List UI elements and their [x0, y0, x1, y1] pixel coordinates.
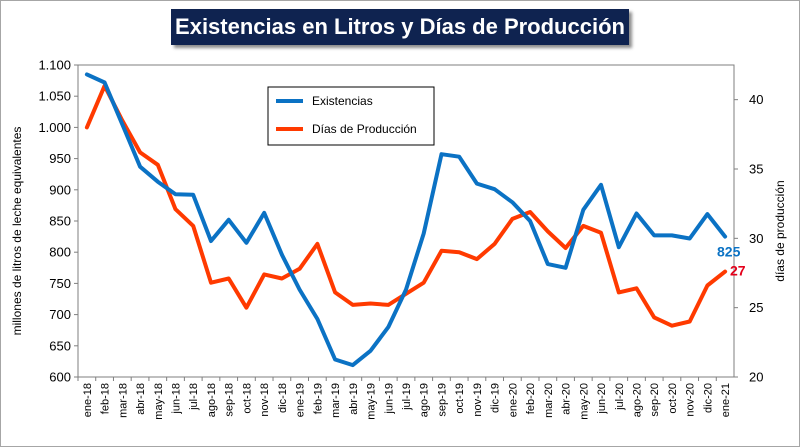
x-tick-label: jun-19: [383, 383, 395, 415]
x-tick-label: feb-20: [525, 383, 537, 414]
y2-tick-label: 25: [749, 300, 763, 315]
x-tick-label: may-19: [366, 383, 378, 420]
x-tick-label: ago-19: [419, 383, 431, 417]
y2-tick-label: 30: [749, 231, 763, 246]
x-tick-label: ene-18: [82, 383, 94, 417]
x-tick-label: dic-18: [277, 383, 289, 413]
x-tick-label: oct-19: [454, 383, 466, 414]
x-tick-label: dic-20: [702, 383, 714, 413]
y-tick-label: 700: [49, 307, 71, 322]
x-tick-label: jul-19: [401, 383, 413, 411]
x-tick-label: dic-19: [490, 383, 502, 413]
x-tick-label: mar-18: [117, 383, 129, 418]
y-tick-label: 800: [49, 245, 71, 260]
x-tick-label: abr-19: [348, 383, 360, 415]
x-tick-label: ago-18: [206, 383, 218, 417]
x-tick-label: jun-20: [596, 383, 608, 415]
series-line-existencias: [84, 72, 728, 368]
y-axis-label: millones de litros de leche equivalentes: [10, 127, 24, 336]
x-tick-label: feb-19: [312, 383, 324, 414]
y2-axis-label: días de producción: [773, 180, 787, 281]
y-tick-label: 900: [49, 182, 71, 197]
legend-box: [267, 86, 435, 146]
y2-tick-label: 40: [749, 92, 763, 107]
y-tick-label: 750: [49, 276, 71, 291]
y2-tick-label: 35: [749, 162, 763, 177]
x-tick-label: abr-18: [135, 383, 147, 415]
x-tick-label: sep-19: [436, 383, 448, 417]
x-tick-label: nov-18: [259, 383, 271, 417]
x-tick-label: nov-19: [472, 383, 484, 417]
x-tick-label: ene-20: [507, 383, 519, 417]
x-tick-label: feb-18: [100, 383, 112, 414]
x-tick-label: sep-18: [224, 383, 236, 417]
y-tick-label: 850: [49, 214, 71, 229]
y-tick-label: 1.000: [38, 120, 71, 135]
legend-label-existencias: Existencias: [312, 94, 373, 108]
y2-tick-label: 20: [749, 370, 763, 385]
x-tick-label: jul-20: [614, 383, 626, 411]
y-tick-label: 1.050: [38, 89, 71, 104]
y-tick-label: 600: [49, 370, 71, 385]
x-tick-label: mar-19: [330, 383, 342, 418]
y-tick-label: 650: [49, 338, 71, 353]
x-tick-label: mar-20: [543, 383, 555, 418]
chart-title: Existencias en Litros y Días de Producci…: [175, 14, 625, 39]
x-tick-label: oct-18: [241, 383, 253, 414]
y-tick-label: 950: [49, 151, 71, 166]
x-tick-label: nov-20: [685, 383, 697, 417]
x-tick-label: ago-20: [631, 383, 643, 417]
legend-label-dias-produccion: Días de Producción: [312, 122, 417, 136]
x-tick-label: ene-21: [720, 383, 732, 417]
x-tick-label: oct-20: [667, 383, 679, 414]
x-tick-label: ene-19: [295, 383, 307, 417]
x-tick-label: sep-20: [649, 383, 661, 417]
y-tick-label: 1.100: [38, 58, 71, 73]
x-tick-label: may-20: [578, 383, 590, 420]
x-tick-label: may-18: [153, 383, 165, 420]
x-tick-label: jun-18: [171, 383, 183, 415]
end-label-existencias: 825: [717, 244, 741, 260]
chart-title-box: Existencias en Litros y Días de Producci…: [171, 9, 629, 45]
x-tick-label: jul-18: [188, 383, 200, 411]
x-tick-label: abr-20: [561, 383, 573, 415]
end-label-dias-produccion: 27: [730, 263, 746, 279]
